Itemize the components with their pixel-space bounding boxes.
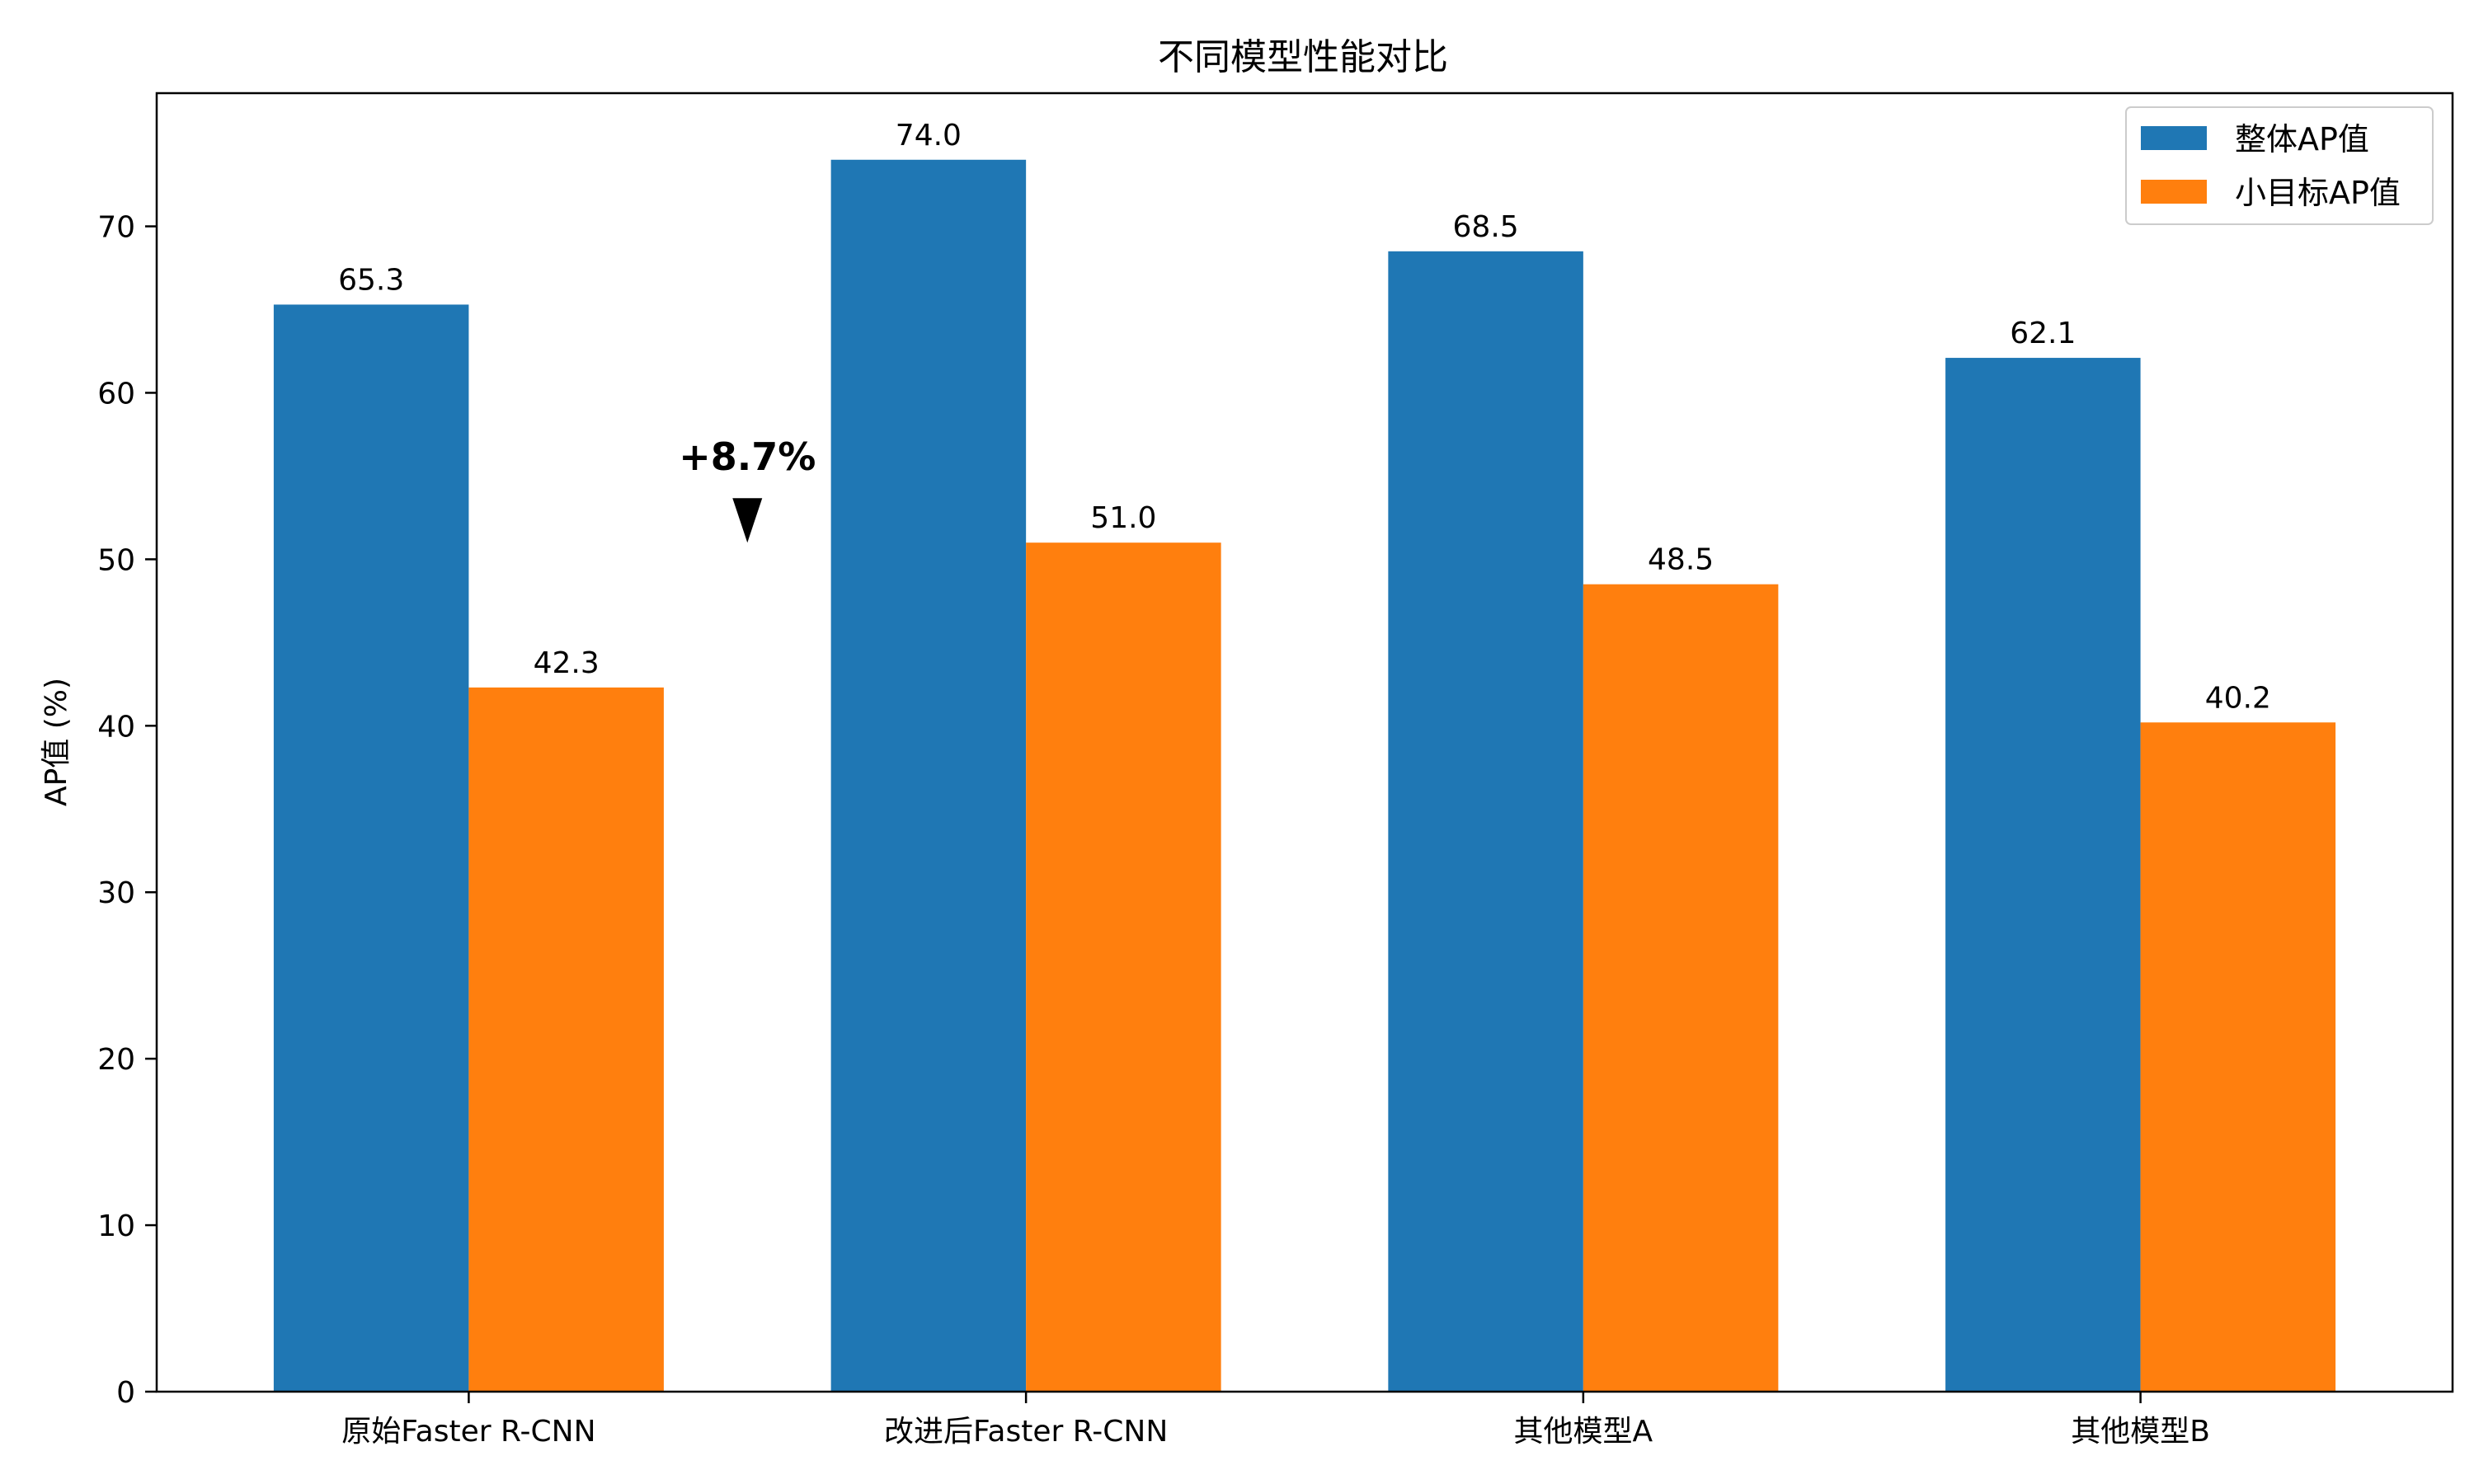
data-labels-group: 65.3 74.0 68.5 62.1 42.3 51.0 48.5 40.2	[338, 119, 2271, 716]
y-tick-label-5: 50	[97, 543, 135, 577]
data-label-series-0-2: 68.5	[1453, 210, 1519, 244]
data-label-series-1-2: 48.5	[1648, 543, 1714, 577]
bar-series-1-2	[1583, 584, 1779, 1392]
data-label-series-1-0: 42.3	[534, 646, 600, 680]
legend-swatch-series-1	[2141, 180, 2207, 204]
bar-series-1-0	[468, 687, 664, 1392]
y-tick-label-2: 20	[97, 1043, 135, 1077]
x-tick-label-3: 其他模型B	[2071, 1415, 2210, 1449]
bar-series-1-3	[2140, 722, 2336, 1392]
data-label-series-1-3: 40.2	[2205, 681, 2271, 715]
data-label-series-1-1: 51.0	[1090, 501, 1156, 535]
y-tick-label-3: 30	[97, 876, 135, 910]
x-tick-label-0: 原始Faster R-CNN	[341, 1415, 595, 1449]
bar-series-0-2	[1388, 251, 1583, 1392]
data-label-series-0-0: 65.3	[338, 263, 404, 297]
bar-series-1-1	[1026, 542, 1221, 1392]
x-ticks-group: 原始Faster R-CNN 改进后Faster R-CNN 其他模型A 其他模型B	[341, 1392, 2210, 1449]
x-tick-label-2: 其他模型A	[1514, 1415, 1653, 1449]
plot-frame	[155, 92, 2454, 1393]
y-tick-label-0: 0	[116, 1376, 135, 1410]
bar-series-0-1	[830, 159, 1027, 1392]
legend-swatch-series-0	[2141, 126, 2207, 150]
data-label-series-0-1: 74.0	[896, 119, 962, 153]
y-tick-label-4: 40	[97, 710, 135, 744]
annotation-text: +8.7%	[679, 434, 816, 479]
annotation: +8.7%	[679, 434, 816, 543]
y-tick-label-6: 60	[97, 377, 135, 411]
y-axis-label: AP值 (%)	[40, 678, 73, 806]
y-tick-label-1: 10	[97, 1209, 135, 1243]
bar-series-0-0	[273, 304, 469, 1392]
legend-label-series-1: 小目标AP值	[2235, 175, 2401, 211]
chart-title: 不同模型性能对比	[1158, 36, 1448, 78]
annotation-arrow	[732, 498, 763, 543]
legend: 整体AP值 小目标AP值	[2125, 106, 2434, 225]
y-tick-label-7: 70	[97, 211, 135, 245]
y-ticks-group: 0 10 20 30 40 50 60 70	[97, 211, 157, 1410]
data-label-series-0-3: 62.1	[2010, 317, 2076, 350]
bars-group	[273, 159, 2336, 1392]
bar-series-0-3	[1945, 358, 2141, 1392]
x-tick-label-1: 改进后Faster R-CNN	[884, 1415, 1168, 1449]
legend-label-series-0: 整体AP值	[2235, 121, 2369, 157]
